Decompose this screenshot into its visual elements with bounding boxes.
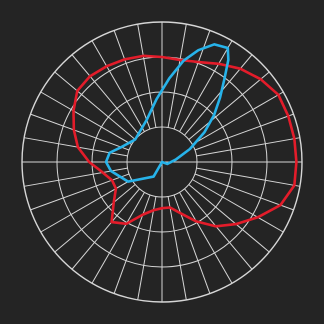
grid-spoke <box>167 196 187 300</box>
grid-spoke <box>54 184 136 253</box>
grid-spoke <box>137 196 157 300</box>
grid-spoke <box>137 24 157 128</box>
grid-spoke <box>192 179 284 233</box>
grid-spoke <box>40 91 132 145</box>
grid-spoke <box>71 188 140 270</box>
grid-spoke <box>194 173 294 211</box>
grid-spoke <box>113 30 151 130</box>
grid-spoke <box>91 192 145 284</box>
grid-spoke <box>54 71 136 140</box>
grid-spoke <box>167 24 187 128</box>
series-line-1 <box>104 43 230 183</box>
polar-series <box>72 43 298 228</box>
grid-spoke <box>71 54 140 136</box>
grid-spoke <box>179 192 233 284</box>
grid-spoke <box>30 113 130 151</box>
grid-spoke <box>188 71 270 140</box>
grid-spoke <box>184 188 253 270</box>
grid-spoke <box>173 194 211 294</box>
grid-spoke <box>113 194 151 294</box>
grid-spoke <box>194 113 294 151</box>
polar-grid <box>21 21 303 303</box>
grid-spoke <box>173 30 211 130</box>
grid-spoke <box>179 40 233 132</box>
grid-spoke <box>192 91 284 145</box>
series-line-0 <box>72 54 298 228</box>
grid-spoke <box>196 137 300 157</box>
grid-spoke <box>91 40 145 132</box>
grid-spoke <box>196 167 300 187</box>
grid-spoke <box>188 184 270 253</box>
